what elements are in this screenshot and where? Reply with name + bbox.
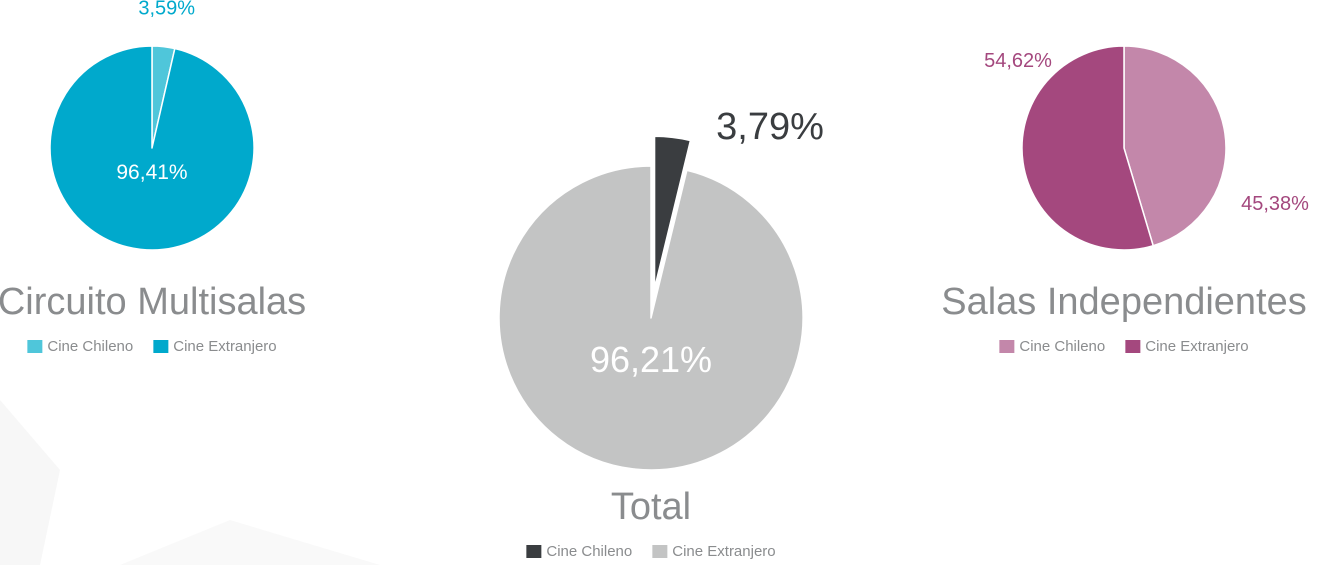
pie-slice-total-extranjero xyxy=(498,165,804,471)
legend-swatch-chileno xyxy=(999,340,1015,353)
pie-slice-independientes-chileno xyxy=(1123,45,1227,247)
legend-label-chileno: Cine Chileno xyxy=(546,543,633,560)
pie-chart-total: 3,79% 96,21% xyxy=(498,106,824,471)
legend-independientes: Cine Chileno Cine Extranjero xyxy=(999,338,1249,355)
data-label-total-extranjero: 96,21% xyxy=(590,339,712,380)
legend-item-chileno: Cine Chileno xyxy=(526,544,632,559)
pie-chart-independientes: 45,38% 54,62% xyxy=(984,45,1309,251)
legend-item-chileno: Cine Chileno xyxy=(27,339,133,354)
pie-slice-multisalas-extranjero xyxy=(49,45,255,251)
legend-item-extranjero: Cine Extranjero xyxy=(153,338,277,355)
pie-slice-total-chileno xyxy=(653,135,692,289)
pie-chart-multisalas: 3,59% 96,41% xyxy=(49,0,255,251)
background-shape xyxy=(120,520,380,565)
legend-item-chileno: Cine Chileno xyxy=(999,339,1105,354)
data-label-total-chileno: 3,79% xyxy=(716,106,824,148)
pie-slice-independientes-extranjero xyxy=(1021,45,1154,251)
data-label-independientes-chileno: 45,38% xyxy=(1241,193,1309,215)
legend-label-chileno: Cine Chileno xyxy=(1019,338,1106,355)
legend-total: Cine Chileno Cine Extranjero xyxy=(526,543,776,560)
legend-swatch-chileno xyxy=(526,545,542,558)
legend-label-chileno: Cine Chileno xyxy=(47,338,134,355)
legend-item-extranjero: Cine Extranjero xyxy=(652,543,776,560)
legend-swatch-extranjero xyxy=(1125,340,1141,353)
data-label-independientes-extranjero: 54,62% xyxy=(984,50,1052,72)
legend-swatch-extranjero xyxy=(153,340,169,353)
legend-label-extranjero: Cine Extranjero xyxy=(672,543,776,560)
legend-label-extranjero: Cine Extranjero xyxy=(1145,338,1249,355)
chart-title-independientes: Salas Independientes xyxy=(941,281,1307,323)
legend-item-extranjero: Cine Extranjero xyxy=(1125,338,1249,355)
legend-swatch-chileno xyxy=(27,340,43,353)
data-label-multisalas-extranjero: 96,41% xyxy=(116,161,187,184)
data-label-multisalas-chileno: 3,59% xyxy=(138,0,195,19)
background-shape xyxy=(0,400,60,565)
legend-swatch-extranjero xyxy=(652,545,668,558)
chart-title-total: Total xyxy=(610,486,692,528)
legend-multisalas: Cine Chileno Cine Extranjero xyxy=(27,338,277,355)
legend-label-extranjero: Cine Extranjero xyxy=(173,338,277,355)
chart-title-multisalas: Circuito Multisalas xyxy=(0,281,307,323)
